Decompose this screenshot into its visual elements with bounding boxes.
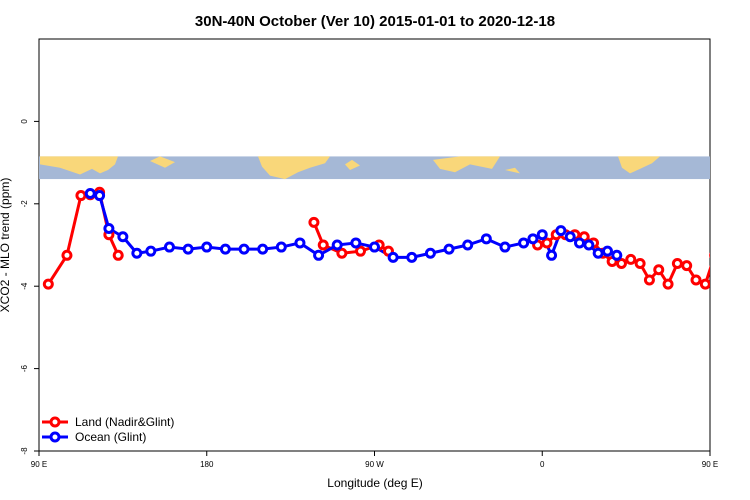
legend-land-marker [49,416,61,428]
series-1-point-0-6 [163,241,175,253]
map-land-5 [345,159,360,171]
series-1-point-0-25 [518,237,530,249]
legend-land-label: Land (Nadir&Glint) [75,415,174,429]
series-1-point-0-0 [84,188,96,199]
series-1-point-0-13 [294,237,306,249]
map-land-6 [505,167,520,174]
chart-title: 30N-40N October (Ver 10) 2015-01-01 to 2… [195,13,555,30]
series-1-point-0-15 [331,239,343,251]
series-1-point-0-4 [131,247,143,259]
series-1-point-0-35 [611,249,623,261]
series-1-point-0-12 [275,241,287,253]
series-1-point-1-0 [720,190,728,198]
series-1-point-0-5 [145,245,157,257]
series-0-point-1-0 [308,216,320,228]
series-1-point-0-32 [583,239,595,251]
series-0-point-2-10 [625,253,637,265]
x-tick-label-0: 90 E [31,460,47,469]
y-tick-label-4: -8 [20,447,29,455]
series-1-point-1-1 [729,192,737,200]
series-1-line-1 [724,194,750,254]
legend: Land (Nadir&Glint) Ocean (Glint) [42,415,174,444]
series-0-point-2-22 [739,188,747,196]
series-0-point-2-12 [643,274,655,286]
series-1-point-0-26 [527,233,539,245]
map-land-3 [618,156,660,174]
legend-ocean-marker [49,431,61,443]
series-0-point-2-18 [699,278,710,290]
series-1-point-0-18 [387,251,399,263]
map-land-1 [258,156,330,180]
series-0-point-2-17 [690,274,702,286]
series-0-point-2-16 [681,260,693,272]
series-0-point-2-11 [634,258,646,270]
series-1-point-0-17 [369,241,380,253]
x-axis-label: Longitude (deg E) [327,476,422,490]
y-tick-label-2: -4 [20,282,29,290]
map-land-0 [40,156,118,175]
series-1-point-0-1 [94,190,106,202]
series-0-point-0-0 [42,278,54,290]
legend-item-land: Land (Nadir&Glint) [42,415,174,429]
series-0-point-1-1 [317,239,329,251]
series-0-point-2-15 [671,258,683,270]
series-0-point-2-9 [615,258,627,270]
series-1-point-0-8 [201,241,213,253]
series-1-point-0-23 [480,233,492,245]
series-1-point-0-31 [574,237,586,249]
x-tick-label-3: 0 [540,460,545,469]
series-1-point-0-28 [546,249,558,261]
series-layer [42,186,750,290]
series-1-point-0-14 [313,249,325,261]
series-1-point-0-20 [424,247,436,259]
y-axis-label: XCO2 - MLO trend (ppm) [0,178,12,313]
y-tick-label-0: 0 [20,119,29,124]
y-tick-label-1: -2 [20,200,29,208]
series-1-point-0-33 [592,247,604,259]
series-1-point-0-22 [462,239,474,251]
series-0-point-2-14 [662,278,674,290]
series-1-point-0-3 [117,231,129,243]
series-0-point-2-19 [709,252,710,259]
legend-ocean-label: Ocean (Glint) [75,430,146,444]
x-tick-label-1: 180 [200,460,214,469]
series-0-point-1-3 [355,245,367,257]
x-tick-label-4: 90 E [702,460,718,469]
legend-item-ocean: Ocean (Glint) [42,430,146,444]
series-1-point-0-34 [601,245,613,257]
x-axis: 90 E 180 90 W 0 90 E [31,451,718,469]
map-ocean [39,156,710,180]
series-1-point-0-9 [219,243,231,255]
series-1-point-0-30 [564,231,576,243]
series-0-point-0-1 [61,249,73,261]
series-1-point-0-27 [536,229,548,241]
map-land-2 [433,156,500,173]
y-tick-label-3: -6 [20,364,29,372]
series-0-point-2-20 [720,192,728,200]
series-0-point-0-6 [112,249,124,261]
series-0-point-0-2 [75,190,87,202]
series-0-point-2-1 [541,237,553,249]
world-map-strip [39,156,710,180]
y-axis: 0 -2 -4 -6 -8 [20,119,39,455]
series-1-point-0-2 [103,223,115,235]
map-land-4 [150,156,175,168]
series-1-point-0-10 [238,243,250,255]
series-1-point-0-29 [555,225,567,237]
series-1-point-0-24 [499,241,511,253]
series-1-point-1-2 [739,225,747,233]
series-1-point-0-21 [443,243,455,255]
series-1-point-0-19 [406,251,418,263]
series-1-point-0-7 [182,243,194,255]
series-1-point-0-16 [350,237,362,249]
series-0-point-2-21 [729,191,737,199]
series-0-point-2-13 [653,264,665,276]
x-tick-label-2: 90 W [365,460,384,469]
series-0-point-1-2 [336,247,348,259]
series-1-point-0-11 [257,243,269,255]
